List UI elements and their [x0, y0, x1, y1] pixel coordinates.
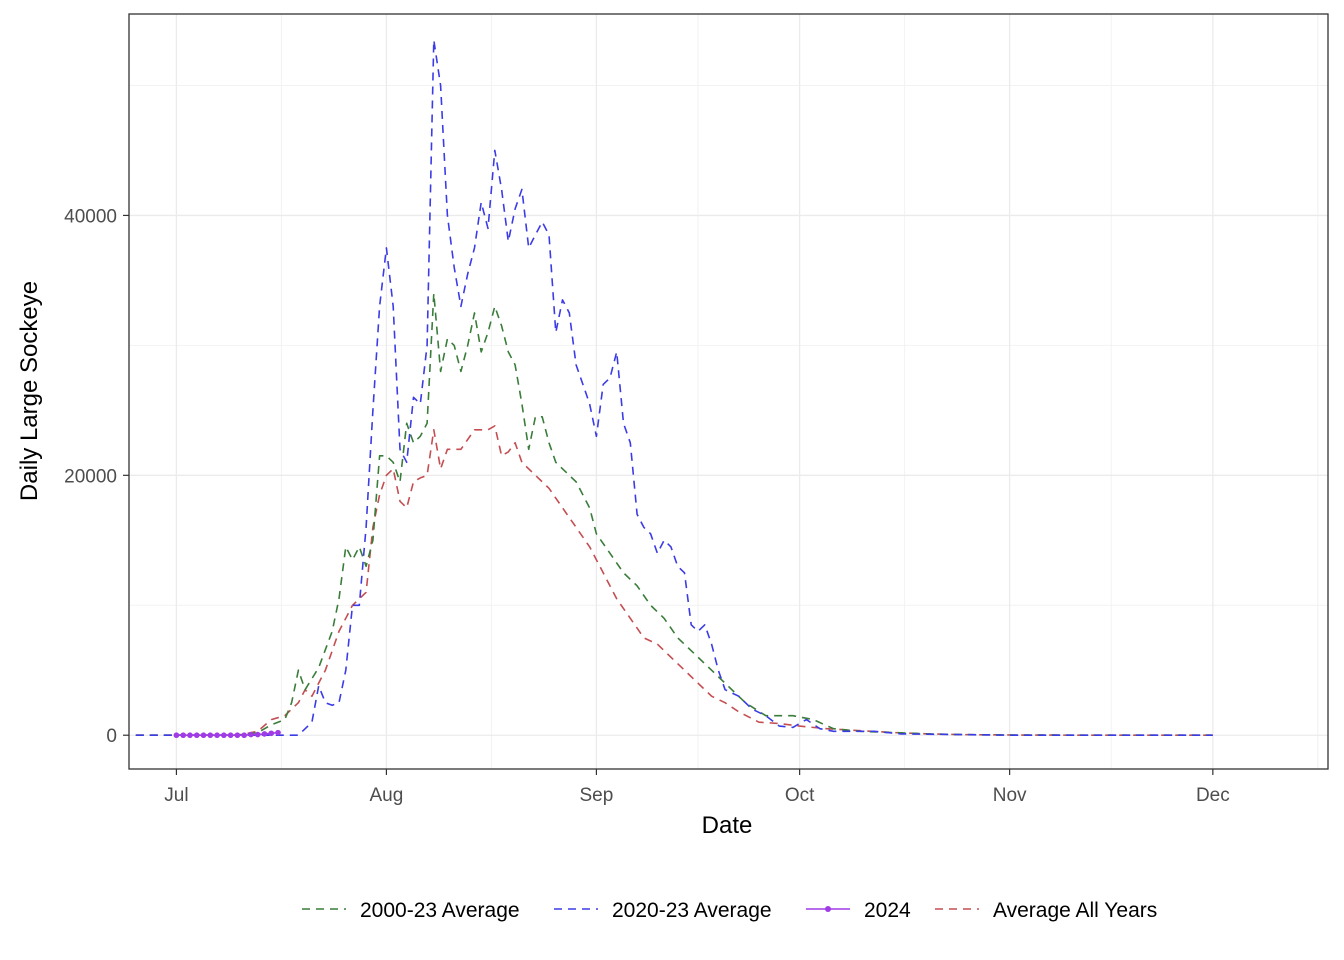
data-point — [275, 729, 281, 736]
plot-panel-border — [128, 13, 1329, 770]
legend-label: 2024 — [864, 899, 911, 922]
data-point — [261, 731, 268, 737]
data-point — [207, 732, 214, 739]
data-point — [214, 732, 220, 739]
legend-item: 2000-23 Average — [302, 899, 520, 922]
series-line — [176, 731, 279, 737]
x-tick-label: Dec — [1196, 785, 1230, 806]
x-axis-title: Date — [702, 812, 753, 839]
legend-item: 2020-23 Average — [554, 899, 772, 922]
y-tick-label: 0 — [106, 726, 117, 747]
x-axis-ticks: Jul Aug Sep Oct Nov Dec — [164, 769, 1230, 806]
series-layer — [135, 39, 1213, 739]
data-point — [187, 732, 193, 739]
series-2020-23-average — [135, 39, 1213, 737]
data-point — [268, 730, 275, 737]
data-point — [234, 732, 241, 739]
y-tick-label: 40000 — [64, 206, 117, 227]
legend-item: Average All Years — [935, 899, 1157, 922]
series-2024 — [173, 729, 281, 739]
series-average-all-years — [135, 425, 1213, 737]
data-point — [254, 731, 261, 738]
data-point — [248, 731, 254, 738]
legend-label: Average All Years — [993, 899, 1157, 922]
data-point — [180, 732, 186, 739]
y-axis-title: Daily Large Sockeye — [16, 281, 43, 501]
x-tick-label: Nov — [993, 785, 1027, 806]
data-point — [241, 732, 247, 739]
legend-item: 2024 — [806, 899, 911, 922]
y-axis-ticks: 0 20000 40000 — [64, 206, 129, 747]
x-tick-label: Sep — [580, 785, 614, 806]
legend-key-point — [825, 906, 831, 912]
series-line — [135, 39, 1213, 737]
x-tick-label: Oct — [785, 785, 815, 806]
plot-background — [129, 14, 1328, 769]
series-line — [135, 425, 1213, 737]
data-point — [221, 732, 227, 739]
major-grid — [129, 14, 1328, 769]
legend-label: 2000-23 Average — [360, 899, 520, 922]
data-point — [193, 732, 200, 739]
minor-grid — [129, 14, 1328, 769]
y-tick-label: 20000 — [64, 466, 117, 487]
data-point — [173, 732, 180, 739]
data-point — [227, 732, 234, 739]
legend-label: 2020-23 Average — [612, 899, 772, 922]
x-tick-label: Jul — [164, 785, 188, 806]
data-point — [200, 732, 207, 739]
x-tick-label: Aug — [370, 785, 404, 806]
legend: 2000-23 Average 2020-23 Average 2024 Averag… — [302, 899, 1157, 922]
